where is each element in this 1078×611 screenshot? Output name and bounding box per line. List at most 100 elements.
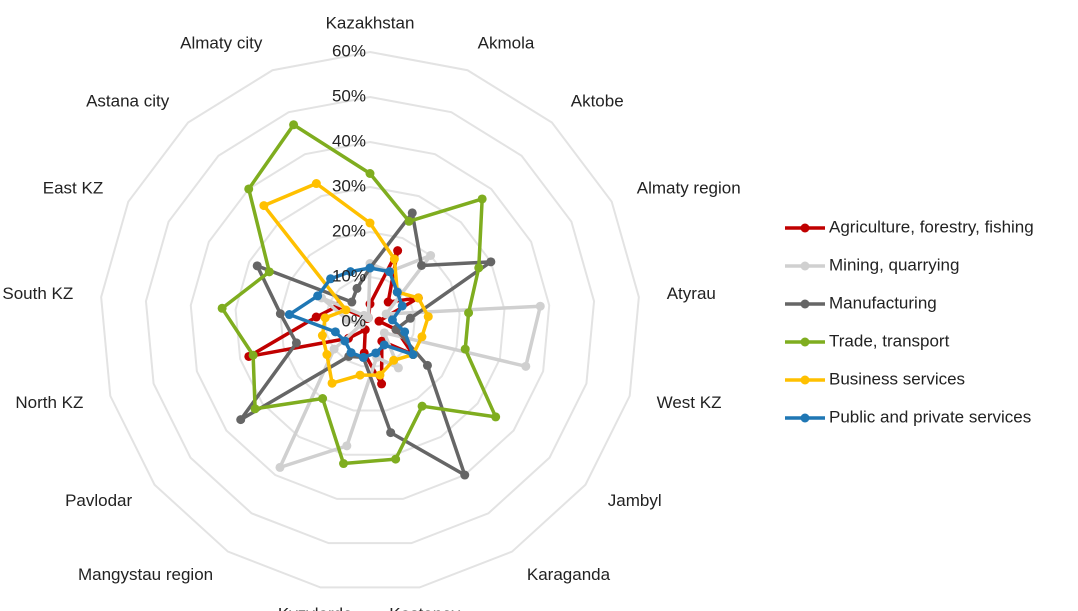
series-point xyxy=(417,401,427,411)
legend-item: Agriculture, forestry, fishing xyxy=(785,217,1034,236)
series-point xyxy=(393,363,403,373)
series-point xyxy=(464,308,474,318)
category-label: Atyrau xyxy=(667,284,716,303)
series-point xyxy=(345,267,355,277)
grid-ring xyxy=(100,50,640,589)
legend-marker xyxy=(800,375,810,385)
category-label: Almaty city xyxy=(180,34,263,53)
series-point xyxy=(329,344,339,354)
legend-item: Manufacturing xyxy=(785,293,937,312)
series-point xyxy=(326,274,336,284)
series-point xyxy=(413,293,423,303)
legend-item: Business services xyxy=(785,369,965,388)
series-point xyxy=(374,316,384,326)
series-point xyxy=(387,315,397,325)
category-label: Aktobe xyxy=(571,91,624,110)
series-point xyxy=(423,312,433,322)
category-label: East KZ xyxy=(43,179,103,198)
series-point xyxy=(244,184,254,194)
series-point xyxy=(352,283,362,293)
series-point xyxy=(327,378,337,388)
legend-marker xyxy=(800,413,810,423)
series-point xyxy=(365,263,375,273)
series-point xyxy=(342,441,352,451)
series-point xyxy=(386,428,396,438)
category-label: Jambyl xyxy=(608,491,662,510)
series-point xyxy=(259,201,269,211)
series-point xyxy=(236,415,246,425)
r-tick-label: 60% xyxy=(332,41,366,60)
series-point xyxy=(381,309,391,319)
category-label: Karaganda xyxy=(527,565,611,584)
series-point xyxy=(248,350,258,360)
grid-ring xyxy=(144,95,596,545)
series-line xyxy=(278,253,543,470)
series-point xyxy=(252,261,262,271)
series-point xyxy=(275,462,285,472)
series-point xyxy=(535,301,545,311)
series-point xyxy=(371,348,381,358)
series-point xyxy=(486,257,496,267)
series-point xyxy=(317,331,327,341)
category-label: Kostanay xyxy=(389,604,460,611)
category-label: Mangystau region xyxy=(78,565,213,584)
legend-label: Mining, quarrying xyxy=(829,255,959,274)
series-point xyxy=(330,327,340,337)
series-point xyxy=(318,394,328,404)
legend-item: Trade, transport xyxy=(785,331,950,350)
category-label: South KZ xyxy=(2,284,73,303)
series-point xyxy=(400,327,410,337)
series-point xyxy=(417,332,427,342)
series-point xyxy=(392,287,402,297)
series-point xyxy=(346,348,356,358)
legend-label: Agriculture, forestry, fishing xyxy=(829,217,1034,236)
series-point xyxy=(250,404,260,414)
series-point xyxy=(356,319,366,329)
category-label: Akmola xyxy=(478,34,535,53)
series-point xyxy=(521,361,531,371)
series-point xyxy=(289,120,299,130)
category-label: North KZ xyxy=(15,393,83,412)
series-point xyxy=(347,297,357,307)
series-point xyxy=(491,412,501,422)
grid-ring xyxy=(234,185,506,456)
series-point xyxy=(397,301,407,311)
series-line xyxy=(220,123,498,466)
series-point xyxy=(311,179,321,189)
series-point xyxy=(363,313,373,323)
series-point xyxy=(389,254,399,264)
series-point xyxy=(379,340,389,350)
series-point xyxy=(408,350,418,360)
legend-marker xyxy=(800,299,810,309)
series-point xyxy=(407,208,417,218)
series-point xyxy=(391,454,401,464)
series-point xyxy=(355,370,365,380)
category-label: Almaty region xyxy=(637,179,741,198)
series-point xyxy=(377,379,387,389)
series-point xyxy=(405,313,415,323)
r-tick-label: 10% xyxy=(332,266,366,285)
series-point xyxy=(393,246,403,256)
series-point xyxy=(375,370,385,380)
series-point xyxy=(422,360,432,370)
series-point xyxy=(404,216,414,226)
category-label: Pavlodar xyxy=(65,491,132,510)
series-point xyxy=(311,312,321,322)
category-label: Kyzylorda xyxy=(278,604,353,611)
series-point xyxy=(264,267,274,277)
series-point xyxy=(365,169,375,178)
series-point xyxy=(339,459,349,469)
category-label: West KZ xyxy=(657,393,722,412)
legend-marker xyxy=(800,337,810,347)
series-point xyxy=(341,305,351,315)
grid-ring xyxy=(189,140,551,500)
series-point xyxy=(358,352,368,362)
r-tick-label: 50% xyxy=(332,86,366,105)
series-point xyxy=(284,310,294,320)
r-tick-label: 20% xyxy=(332,221,366,240)
series-point xyxy=(322,350,332,360)
r-tick-label: 30% xyxy=(332,176,366,195)
legend-label: Public and private services xyxy=(829,407,1031,426)
legend-marker xyxy=(800,261,810,271)
